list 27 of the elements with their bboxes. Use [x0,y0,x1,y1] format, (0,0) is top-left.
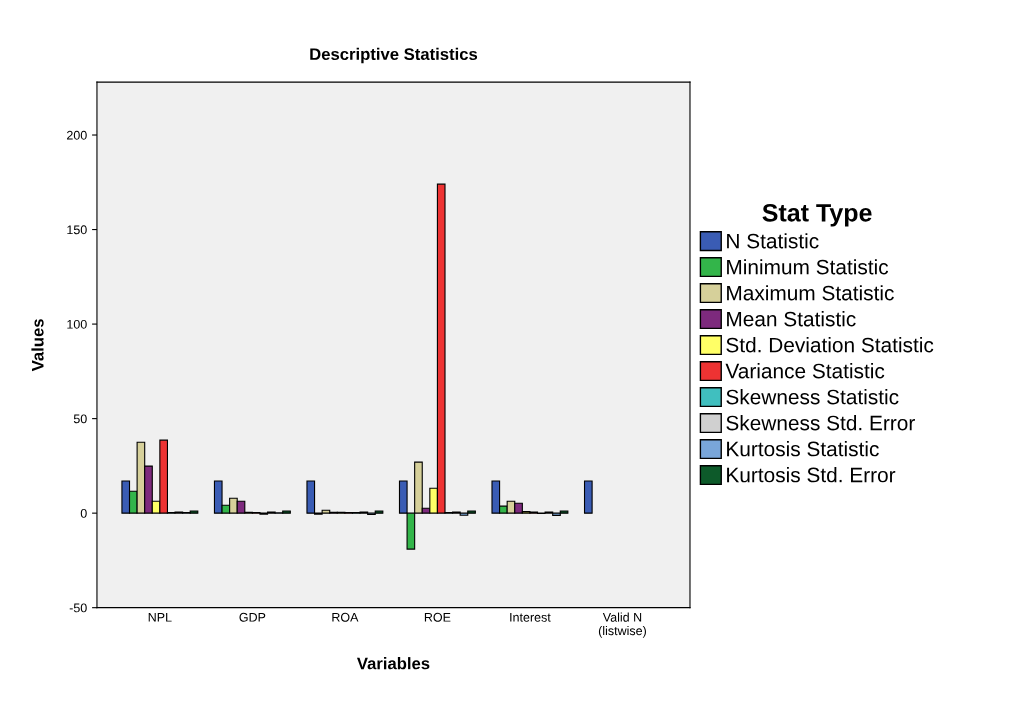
x-tick-label: NPL [148,613,172,622]
y-tick-label: 50 [73,414,87,424]
legend-label: N Statistic [727,233,819,249]
legend-label: Kurtosis Std. Error [727,467,896,483]
x-axis-title: Variables [356,657,430,670]
x-tick-label: GDP [239,612,266,622]
legend-label: Skewness Statistic [726,389,899,405]
x-tick-label: ROA [332,612,359,622]
legend-label: Kurtosis Statistic [727,441,879,457]
legend-label: Std. Deviation Statistic [726,337,934,353]
legend-label: Mean Statistic [727,311,856,327]
y-tick-label: -50 [69,603,87,613]
legend-label: Variance Statistic [725,363,885,379]
x-tick-label: Valid N (listwise) [598,612,646,638]
legend-title: Stat Type [762,203,872,227]
legend-label: Minimum Statistic [727,259,889,275]
bar [583,480,593,514]
y-tick-label: 0 [80,508,87,518]
y-axis-title: Values [31,319,44,372]
y-tick-label: 100 [67,319,87,329]
x-tick-label: Interest [510,613,551,622]
x-tick-label: ROE [424,612,451,622]
legend-label: Skewness Std. Error [726,415,915,431]
y-tick-label: 150 [67,225,87,235]
legend-label: Maximum Statistic [727,285,894,301]
y-tick-label: 200 [67,130,87,140]
chart-title: Descriptive Statistics [310,47,478,64]
